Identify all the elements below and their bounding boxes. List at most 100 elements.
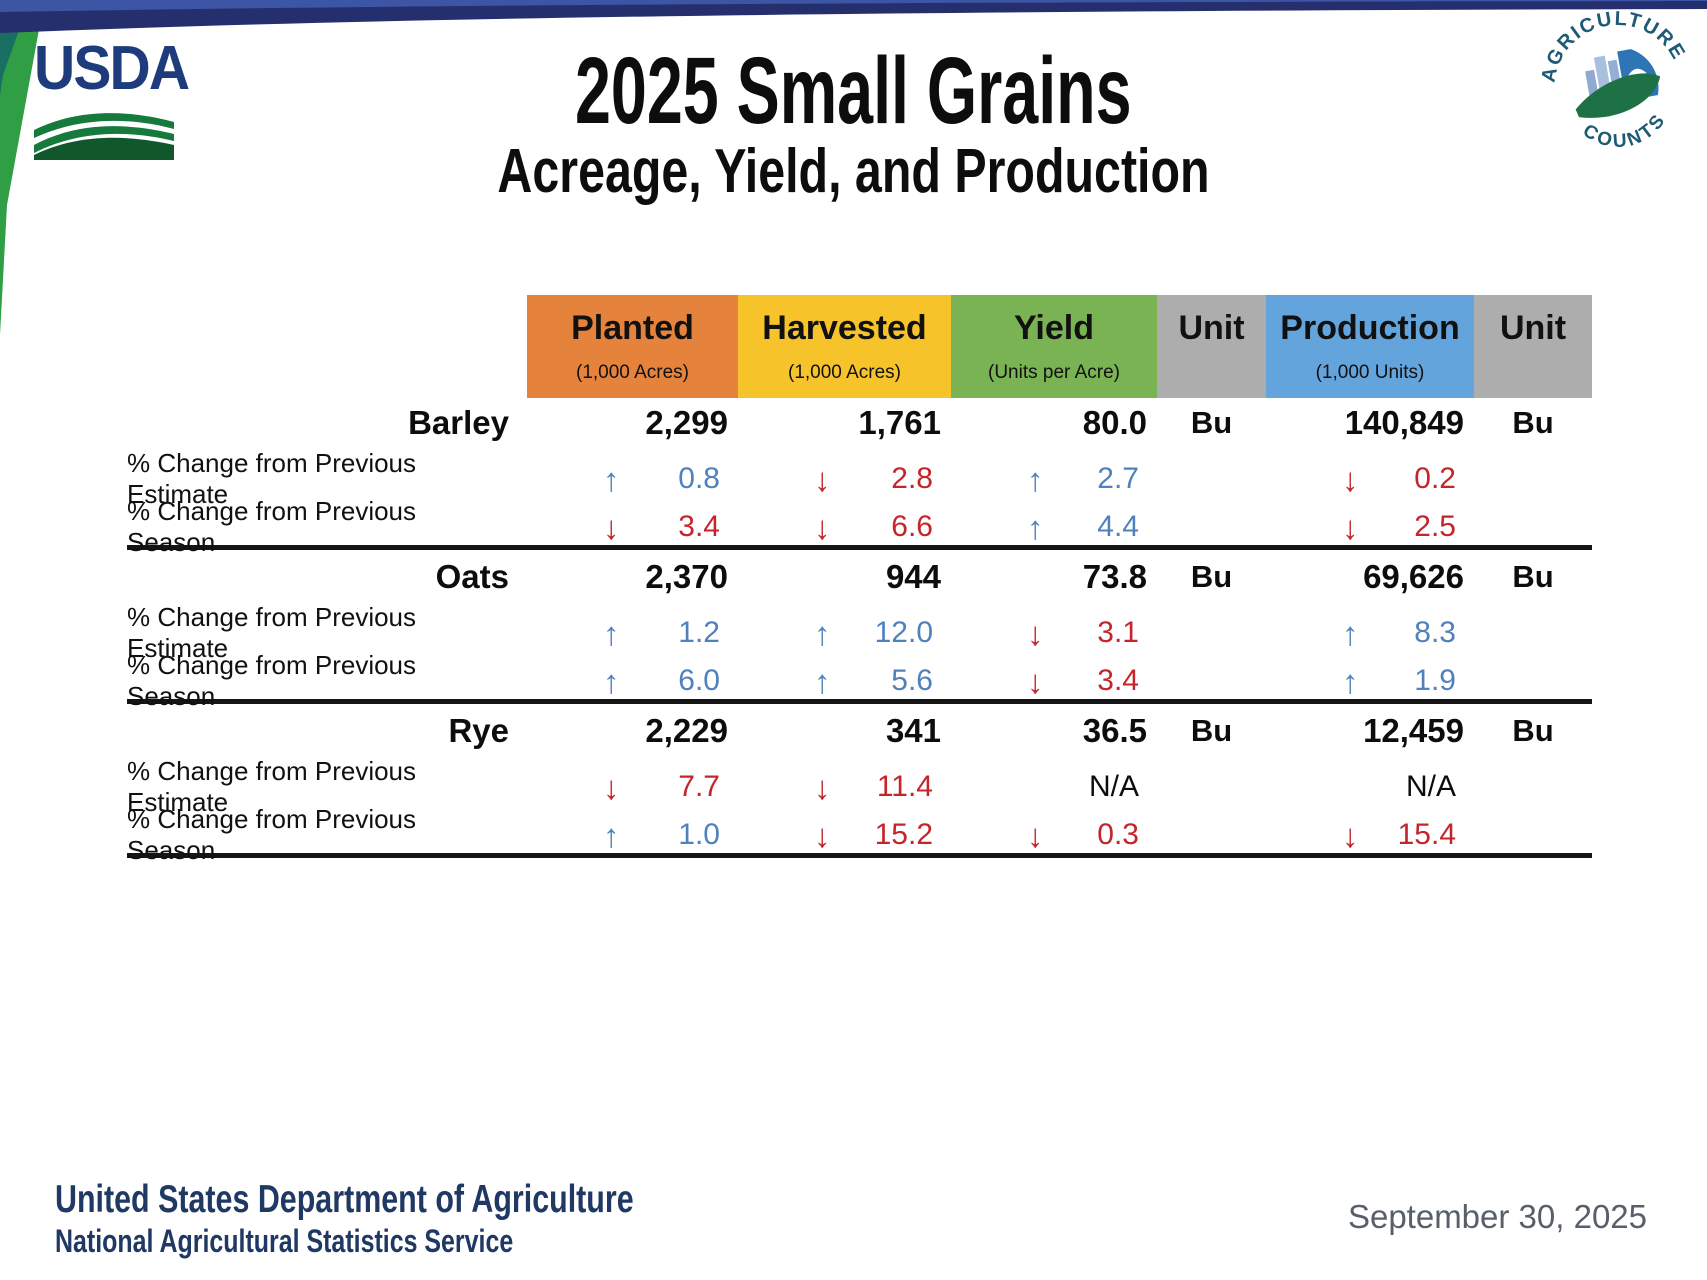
change-row-label: % Change from Previous Season [127,496,417,557]
trend-arrow-icon: ↓ [1342,460,1359,498]
oats-est-production: ↑ 8.3 [1266,602,1474,664]
barley-production: 140,849 [1344,404,1464,441]
trend-arrow-icon: ↑ [1342,614,1359,652]
rye-planted: 2,229 [645,712,728,749]
trend-arrow-icon: ↓ [603,508,620,546]
oats-season-yield: ↓ 3.4 [951,650,1157,712]
col-header-yield: Yield (Units per Acre) [951,295,1157,398]
barley-est-harvested: ↓ 2.8 [738,448,951,510]
change-value: 0.3 [1097,818,1139,851]
change-value: 6.6 [891,510,933,543]
col-header-unit-2: Unit [1474,295,1592,398]
table-row: Rye 2,229 341 36.5 Bu 12,459 Bu [127,706,1592,756]
change-value: 1.9 [1414,664,1456,697]
change-row-label: % Change from Previous Season [127,650,417,711]
col-header-harvested: Harvested (1,000 Acres) [738,295,951,398]
rye-yield: 36.5 [1082,712,1147,749]
barley-yield: 80.0 [1082,404,1147,441]
trend-arrow-icon: ↑ [1027,460,1044,498]
empty-cell [1157,496,1266,558]
trend-arrow-icon: ↑ [603,816,620,854]
small-grains-table: Planted (1,000 Acres) Harvested (1,000 A… [127,295,1592,865]
rye-season-harvested: ↓ 15.2 [738,804,951,866]
table-header-row: Planted (1,000 Acres) Harvested (1,000 A… [127,295,1592,398]
rye-production: 12,459 [1363,712,1464,749]
change-row-label: % Change from Previous Estimate [127,448,417,509]
table-row: % Change from Previous Season ↑ 6.0 ↑ 5.… [127,650,1592,711]
footer-org-block: United States Department of Agriculture … [55,1178,797,1260]
rye-season-planted: ↑ 1.0 [527,804,738,866]
rye-est-production: N/A [1266,756,1474,818]
crop-name-rye: Rye [448,712,509,749]
header-spacer [127,295,527,398]
barley-yield-unit: Bu [1190,405,1233,440]
barley-harvested: 1,761 [858,404,941,441]
top-banner-swoosh [0,0,1707,33]
change-value: 3.1 [1097,616,1139,649]
rye-est-harvested: ↓ 11.4 [738,756,951,818]
barley-production-unit: Bu [1512,405,1554,440]
usda-logo: USDA [34,34,190,165]
barley-est-production: ↓ 0.2 [1266,448,1474,510]
empty-cell [1474,496,1592,558]
change-value: 1.0 [678,818,720,851]
oats-season-harvested: ↑ 5.6 [738,650,951,712]
col-header-planted: Planted (1,000 Acres) [527,295,738,398]
crop-name-oats: Oats [435,558,509,595]
col-header-production: Production (1,000 Units) [1266,295,1474,398]
usda-field-icon [34,113,174,160]
rye-production-unit: Bu [1512,713,1554,748]
empty-cell [1474,804,1592,866]
section-divider [127,699,1592,704]
section-divider [127,545,1592,550]
change-value: 12.0 [874,616,933,649]
oats-yield: 73.8 [1082,558,1147,595]
table-row: % Change from Previous Season ↑ 1.0 ↓ 15… [127,804,1592,865]
oats-production-unit: Bu [1512,559,1554,594]
col-header-unit-1: Unit [1157,295,1266,398]
table-row: % Change from Previous Season ↓ 3.4 ↓ 6.… [127,496,1592,557]
change-value: 3.4 [678,510,720,543]
change-value: 2.8 [891,462,933,495]
page-subtitle: Acreage, Yield, and Production [497,137,1210,206]
usda-logo-text: USDA [34,34,190,103]
change-value: 0.8 [678,462,720,495]
table-row: % Change from Previous Estimate ↑ 0.8 ↓ … [127,448,1592,509]
change-value: 15.2 [874,818,933,851]
change-value: 4.4 [1097,510,1139,543]
rye-yield-unit: Bu [1190,713,1233,748]
trend-arrow-icon: ↑ [603,614,620,652]
change-value: 3.4 [1097,664,1139,697]
trend-arrow-icon: ↓ [814,816,831,854]
oats-production: 69,626 [1363,558,1464,595]
trend-arrow-icon: ↓ [1342,816,1359,854]
trend-arrow-icon: ↓ [1027,614,1044,652]
change-value: 15.4 [1397,818,1456,851]
rye-season-yield: ↓ 0.3 [951,804,1157,866]
agriculture-counts-seal: AGRICULTURE COUNTS [1527,0,1706,174]
footer-org-name: United States Department of Agriculture [55,1178,634,1221]
oats-planted: 2,370 [645,558,728,595]
change-value: 0.2 [1414,462,1456,495]
trend-arrow-icon: ↑ [814,662,831,700]
crop-name-barley: Barley [408,404,509,441]
oats-season-planted: ↑ 6.0 [527,650,738,712]
empty-cell [1157,804,1266,866]
table-row: % Change from Previous Estimate ↓ 7.7 ↓ … [127,756,1592,817]
change-value: 7.7 [678,770,720,803]
rye-est-planted: ↓ 7.7 [527,756,738,818]
change-value: 5.6 [891,664,933,697]
change-value: 2.7 [1097,462,1139,495]
trend-arrow-icon: ↓ [603,768,620,806]
trend-arrow-icon: ↑ [1342,662,1359,700]
rye-season-production: ↓ 15.4 [1266,804,1474,866]
change-value: N/A [1088,770,1139,803]
change-row-label: % Change from Previous Season [127,804,417,865]
trend-arrow-icon: ↓ [814,768,831,806]
section-divider [127,853,1592,858]
change-value: 6.0 [678,664,720,697]
report-date: September 30, 2025 [1347,1198,1647,1235]
change-row-label: % Change from Previous Estimate [127,756,417,817]
trend-arrow-icon: ↓ [1027,662,1044,700]
